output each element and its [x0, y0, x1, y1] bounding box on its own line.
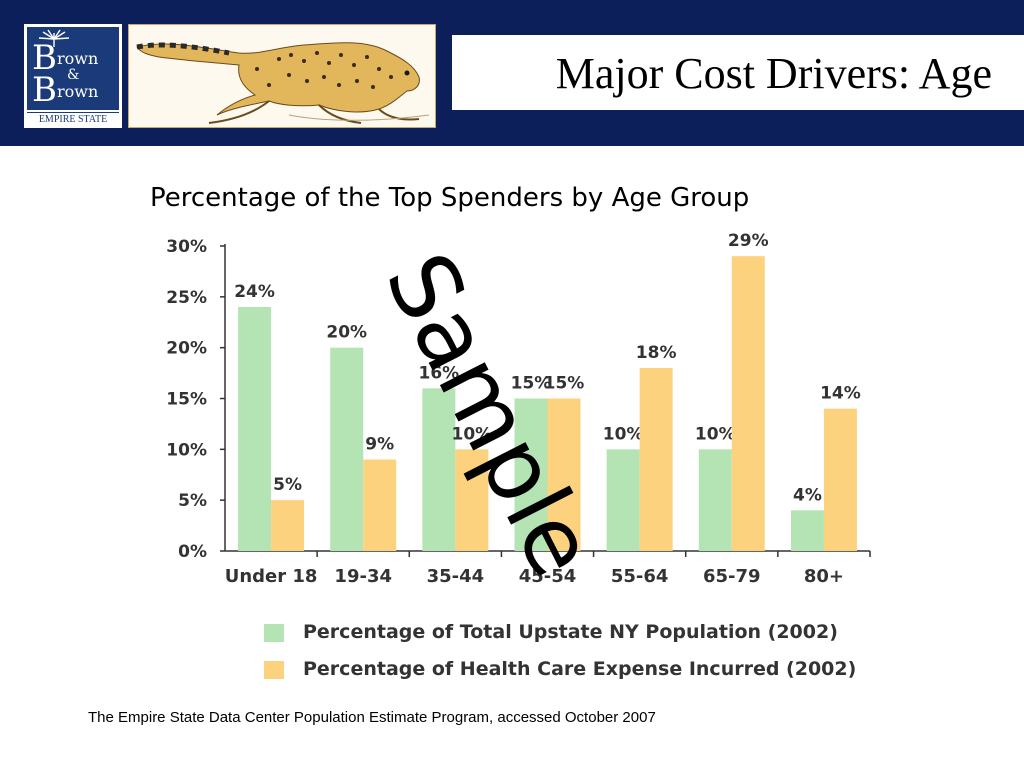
y-tick-label: 30%: [166, 237, 207, 257]
logo-word-bottom: rown: [57, 82, 99, 101]
data-label-expense: 29%: [728, 231, 769, 251]
logo-mark: B rown & B rown: [27, 27, 119, 110]
x-category-label: Under 18: [225, 566, 318, 587]
bar-chart: 0% 5% 10% 15% 20% 25% 30% 24% 5% Under 18 20% 9% 19-…: [166, 231, 871, 587]
x-category-label: 45-54: [519, 566, 577, 587]
data-label-population: 16%: [419, 363, 460, 383]
logo-word-top: rown: [57, 49, 99, 68]
data-label-expense: 10%: [452, 424, 493, 444]
source-note: The Empire State Data Center Population …: [88, 709, 656, 726]
y-tick-label: 25%: [166, 288, 207, 308]
y-tick-label: 20%: [166, 339, 207, 359]
y-tick-label: 5%: [178, 491, 207, 511]
y-tick-label: 0%: [178, 542, 207, 562]
cheetah-image: [136, 42, 430, 124]
bar-expense: [731, 256, 765, 551]
data-label-expense: 14%: [820, 384, 861, 404]
x-category-label: 65-79: [703, 566, 761, 587]
data-label-population: 4%: [793, 485, 822, 505]
bar-expense: [823, 408, 857, 551]
legend-label-population: Percentage of Total Upstate NY Populatio…: [303, 621, 838, 643]
logo-letter-b-top: B: [32, 38, 57, 78]
y-tick-label: 15%: [166, 390, 207, 410]
bar-population: [238, 307, 272, 551]
bar-expense: [639, 368, 673, 551]
bar-population: [514, 398, 548, 551]
legend-swatch-population: [264, 624, 284, 642]
data-label-expense: 15%: [544, 374, 585, 394]
bar-expense: [271, 500, 305, 551]
bar-population: [422, 388, 456, 551]
x-category-label: 19-34: [334, 566, 392, 587]
bar-expense: [547, 398, 581, 551]
brown-brown-logo: B rown & B rown EMPIRE STATE: [24, 24, 122, 128]
legend-label-expense: Percentage of Health Care Expense Incurr…: [303, 658, 857, 680]
chart-title: Percentage of the Top Spenders by Age Gr…: [150, 183, 750, 213]
x-category-label: 35-44: [427, 566, 485, 587]
logo-ampersand: &: [67, 67, 80, 83]
logo-letter-b-bottom: B: [32, 70, 57, 110]
title-box: Major Cost Drivers: Age: [452, 35, 1024, 110]
bar-population: [698, 449, 732, 551]
y-tick-label: 10%: [166, 440, 207, 460]
x-category-label: 55-64: [611, 566, 669, 587]
bar-population: [330, 347, 364, 551]
data-label-population: 20%: [326, 323, 367, 343]
data-label-population: 10%: [695, 424, 736, 444]
logo-footer-text: EMPIRE STATE: [27, 112, 119, 127]
x-category-label: 80+: [804, 566, 844, 587]
data-label-expense: 18%: [636, 343, 677, 363]
statue-of-liberty-icon: [38, 29, 70, 47]
bar-population: [606, 449, 640, 551]
data-label-population: 10%: [603, 424, 644, 444]
bar-expense: [363, 459, 397, 551]
data-label-population: 24%: [234, 282, 275, 302]
data-label-expense: 9%: [365, 435, 394, 455]
header-banner: B rown & B rown EMPIRE STATE: [0, 0, 1024, 146]
cheetah-illustration: [128, 24, 436, 128]
data-label-population: 15%: [511, 374, 552, 394]
bar-population: [790, 510, 824, 551]
slide-title: Major Cost Drivers: Age: [555, 49, 992, 98]
data-label-expense: 5%: [273, 475, 302, 495]
bar-expense: [455, 449, 489, 551]
legend-swatch-expense: [264, 661, 284, 679]
